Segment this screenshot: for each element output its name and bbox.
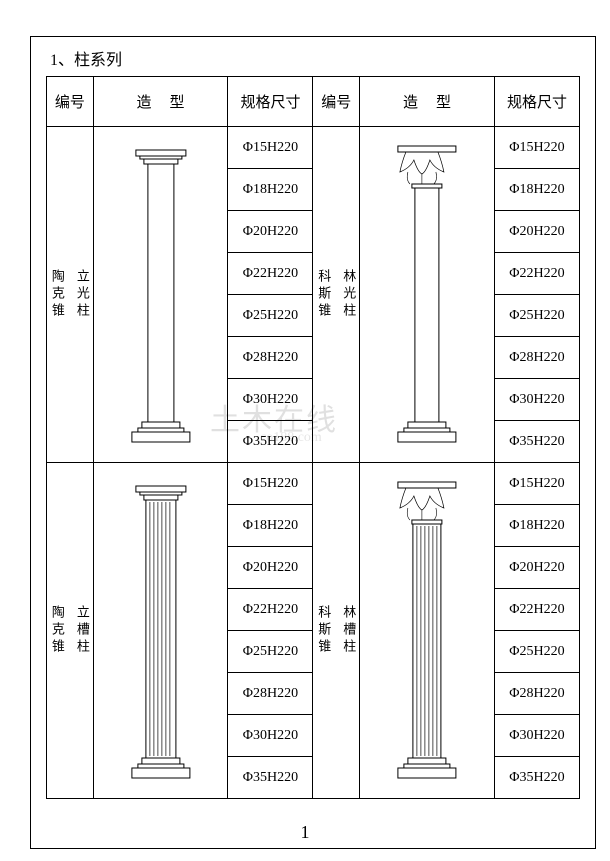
tuscan-fluted-icon <box>94 468 228 788</box>
spec-cell: Φ25H220 <box>228 295 313 337</box>
id-text: 立槽柱 <box>73 605 92 656</box>
header-spec-1: 规格尺寸 <box>228 77 313 127</box>
id-text: 陶克锥 <box>48 269 67 320</box>
spec-cell: Φ18H220 <box>228 505 313 547</box>
id-text: 立光柱 <box>73 269 92 320</box>
shape-cell-0-right <box>360 127 495 463</box>
spec-cell: Φ25H220 <box>228 631 313 673</box>
id-text: 陶克锥 <box>48 605 67 656</box>
spec-cell: Φ15H220 <box>228 463 313 505</box>
id-text: 林槽柱 <box>339 605 358 656</box>
spec-cell: Φ28H220 <box>494 673 579 715</box>
id-cell-1-right: 科斯锥 林槽柱 <box>313 463 360 799</box>
spec-cell: Φ20H220 <box>494 211 579 253</box>
header-id-1: 编号 <box>47 77 94 127</box>
spec-cell: Φ18H220 <box>494 505 579 547</box>
spec-cell: Φ30H220 <box>494 715 579 757</box>
shape-cell-0-left <box>93 127 228 463</box>
tuscan-smooth-icon <box>94 132 228 452</box>
corinthian-fluted-icon <box>360 468 494 788</box>
spec-cell: Φ25H220 <box>494 295 579 337</box>
spec-cell: Φ35H220 <box>494 421 579 463</box>
id-cell-1-left: 陶克锥 立槽柱 <box>47 463 94 799</box>
spec-cell: Φ22H220 <box>494 253 579 295</box>
spec-cell: Φ28H220 <box>228 337 313 379</box>
column-spec-table: 编号 造型 规格尺寸 编号 造型 规格尺寸 陶克锥 立光柱 Φ15H220 <box>46 76 580 799</box>
spec-cell: Φ35H220 <box>228 421 313 463</box>
spec-cell: Φ20H220 <box>494 547 579 589</box>
table-header-row: 编号 造型 规格尺寸 编号 造型 规格尺寸 <box>47 77 580 127</box>
corinthian-smooth-icon <box>360 132 494 452</box>
header-spec-2: 规格尺寸 <box>494 77 579 127</box>
spec-cell: Φ30H220 <box>494 379 579 421</box>
spec-cell: Φ15H220 <box>494 127 579 169</box>
spec-cell: Φ15H220 <box>228 127 313 169</box>
spec-cell: Φ18H220 <box>494 169 579 211</box>
id-text: 科斯锥 <box>314 605 333 656</box>
spec-cell: Φ35H220 <box>228 757 313 799</box>
page-number: 1 <box>0 822 610 843</box>
shape-cell-1-left <box>93 463 228 799</box>
spec-cell: Φ15H220 <box>494 463 579 505</box>
spec-cell: Φ22H220 <box>228 589 313 631</box>
spec-cell: Φ30H220 <box>228 715 313 757</box>
spec-cell: Φ22H220 <box>228 253 313 295</box>
spec-cell: Φ30H220 <box>228 379 313 421</box>
spec-cell: Φ25H220 <box>494 631 579 673</box>
id-cell-0-left: 陶克锥 立光柱 <box>47 127 94 463</box>
spec-cell: Φ20H220 <box>228 547 313 589</box>
id-text: 林光柱 <box>339 269 358 320</box>
spec-cell: Φ20H220 <box>228 211 313 253</box>
header-id-2: 编号 <box>313 77 360 127</box>
spec-cell: Φ22H220 <box>494 589 579 631</box>
shape-cell-1-right <box>360 463 495 799</box>
spec-cell: Φ28H220 <box>494 337 579 379</box>
header-shape-1: 造型 <box>93 77 228 127</box>
id-cell-0-right: 科斯锥 林光柱 <box>313 127 360 463</box>
section-heading: 1、柱系列 <box>50 46 122 70</box>
spec-cell: Φ35H220 <box>494 757 579 799</box>
header-shape-2: 造型 <box>360 77 495 127</box>
id-text: 科斯锥 <box>314 269 333 320</box>
spec-cell: Φ28H220 <box>228 673 313 715</box>
spec-cell: Φ18H220 <box>228 169 313 211</box>
